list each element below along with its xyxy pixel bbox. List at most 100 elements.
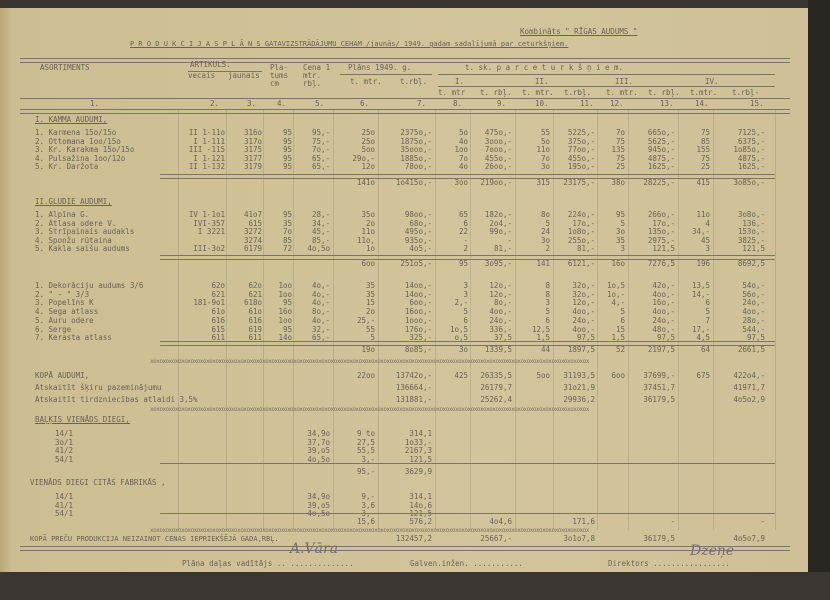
row-cell: 35 (365, 289, 375, 299)
row-cell: 24 (540, 227, 550, 236)
column-rule (263, 110, 264, 530)
summary-label: Atskaitīt tirdzniecības atlaidi 3,5% (35, 395, 198, 404)
separator-line: xoxoxoxoxoxoxoxoxoxoxoxoxoxoxoxoxoxoxoxo… (150, 406, 589, 413)
rule-line (340, 74, 432, 75)
row-cell: 7ooo,- (484, 145, 512, 154)
row-cell: 25 (700, 162, 710, 171)
row-cell: 34,- (311, 218, 330, 228)
row-label: 5. Kr. Daržota (35, 162, 99, 171)
header-artikuls: ARTIKULS. (190, 60, 231, 69)
row-cell: 1,5 (611, 333, 625, 343)
row-cell: 56o,- (742, 289, 765, 299)
header-plan-tmtr: t. mtr. (350, 77, 382, 86)
row-cell: 12o,- (489, 281, 512, 290)
row-cell: III -115 (188, 145, 225, 154)
thread-label: 41/1 (55, 500, 74, 510)
row-cell: 35 (615, 235, 625, 245)
row-label: 3. Strīpainais audakls (35, 227, 135, 236)
row-cell: 95 (282, 210, 292, 219)
header-platums: Pla- tums cm (270, 63, 289, 88)
subtotal-cell: 196 (696, 259, 710, 268)
row-cell: 55 (365, 324, 375, 334)
row-cell: 5 (620, 218, 625, 228)
header-subcolumn: t.rbļ. (564, 88, 592, 97)
header-cena: Cena 1 mtr. rbļ. (303, 63, 331, 88)
thread-price: 39,o5 (307, 446, 330, 455)
grand-total-cell: 4o5o7,9 (733, 534, 765, 543)
row-cell: 42o,- (652, 281, 675, 290)
row-cell: 611 (211, 333, 225, 343)
column-rule (515, 110, 516, 530)
column-number: 15. (750, 99, 764, 108)
row-cell: 5225,- (567, 128, 595, 137)
row-cell: 455o,- (567, 153, 595, 163)
row-cell: 4o,5o (307, 244, 330, 253)
row-cell: 8o,- (493, 298, 512, 308)
row-cell: 95 (282, 324, 292, 334)
summary-cell: 131881,- (395, 395, 432, 404)
row-cell: 317o (243, 136, 262, 146)
subtotal-cell: 3o95,- (484, 259, 512, 268)
column-rule (775, 110, 776, 530)
row-cell: 25o (361, 136, 375, 146)
row-cell: I 1-121 (193, 153, 225, 163)
row-cell: 11o (696, 210, 710, 219)
subtotal-cell: 8o85,- (404, 345, 432, 354)
row-label: 1. Dekorāciju audums 3/6 (35, 281, 144, 290)
row-cell: 28o,- (742, 315, 765, 325)
thread-value: 2167,3 (404, 446, 432, 455)
row-cell: 8o,- (311, 307, 330, 317)
row-cell: 7o (540, 153, 550, 163)
row-cell: 5 (545, 218, 550, 228)
row-cell: III-3o2 (193, 244, 225, 253)
row-cell: 97,5 (746, 333, 765, 343)
subtotal-cell: 3o85o,- (733, 178, 765, 187)
row-cell: 4oo,- (572, 324, 595, 334)
row-cell: 616 (248, 315, 262, 325)
rule-line (188, 71, 262, 72)
row-cell: 182o,- (484, 210, 512, 219)
thread-qty: 3,6 (361, 500, 375, 510)
row-cell: 121,5 (742, 244, 765, 253)
row-cell: 35o (361, 210, 375, 219)
summary-cell: 41971,7 (733, 383, 765, 392)
row-cell: 7125,- (737, 128, 765, 137)
row-label: 2. Atlasa odere V. (35, 218, 117, 228)
subtotal-cell: 1897,5 (567, 345, 595, 354)
rule-line (160, 463, 775, 464)
grand-total-cell: 132457,2 (395, 534, 432, 543)
header-quarter: II. (535, 77, 549, 86)
row-cell: 72 (282, 244, 292, 253)
row-cell: 155 (696, 145, 710, 154)
row-cell: 1o (365, 244, 375, 253)
column-number: 5. (315, 99, 325, 108)
thread-value: 14o,6 (409, 500, 432, 510)
row-cell: 4o,- (311, 281, 330, 290)
row-cell: 4875,- (737, 153, 765, 163)
row-cell: 935o,- (404, 235, 432, 245)
threads2-title: VIENĀDS DIEGI CITĀS FABRIKĀS , (30, 478, 166, 487)
row-cell: 98oo,- (404, 210, 432, 219)
row-label: 3. Popelīns K (35, 298, 94, 308)
column-rule (378, 110, 379, 530)
row-cell: 3175 (243, 145, 262, 154)
subtotal-cell: 6oo (361, 259, 375, 268)
row-label: 5. Auru odere (35, 315, 94, 325)
header-quarter: IV. (705, 77, 719, 86)
row-cell: 618o (243, 298, 262, 308)
row-cell: 611 (248, 333, 262, 343)
row-cell: 7o (615, 128, 625, 137)
row-cell: 135o,- (647, 227, 675, 236)
row-cell: 1885o,- (400, 153, 432, 163)
subtotal-cell: 28225,- (643, 178, 675, 187)
column-number: 13. (660, 99, 674, 108)
row-cell: 1875o,- (400, 136, 432, 146)
thread-value: 1o33,- (404, 437, 432, 447)
row-cell: 8 (545, 289, 550, 299)
row-cell: 81,- (493, 244, 512, 253)
row-cell: 95 (282, 128, 292, 137)
row-cell: 14o (278, 333, 292, 343)
row-cell: 7o (458, 153, 468, 163)
subtotal-cell: 219oo,- (480, 178, 512, 187)
thread-label: 14/1 (55, 492, 74, 501)
